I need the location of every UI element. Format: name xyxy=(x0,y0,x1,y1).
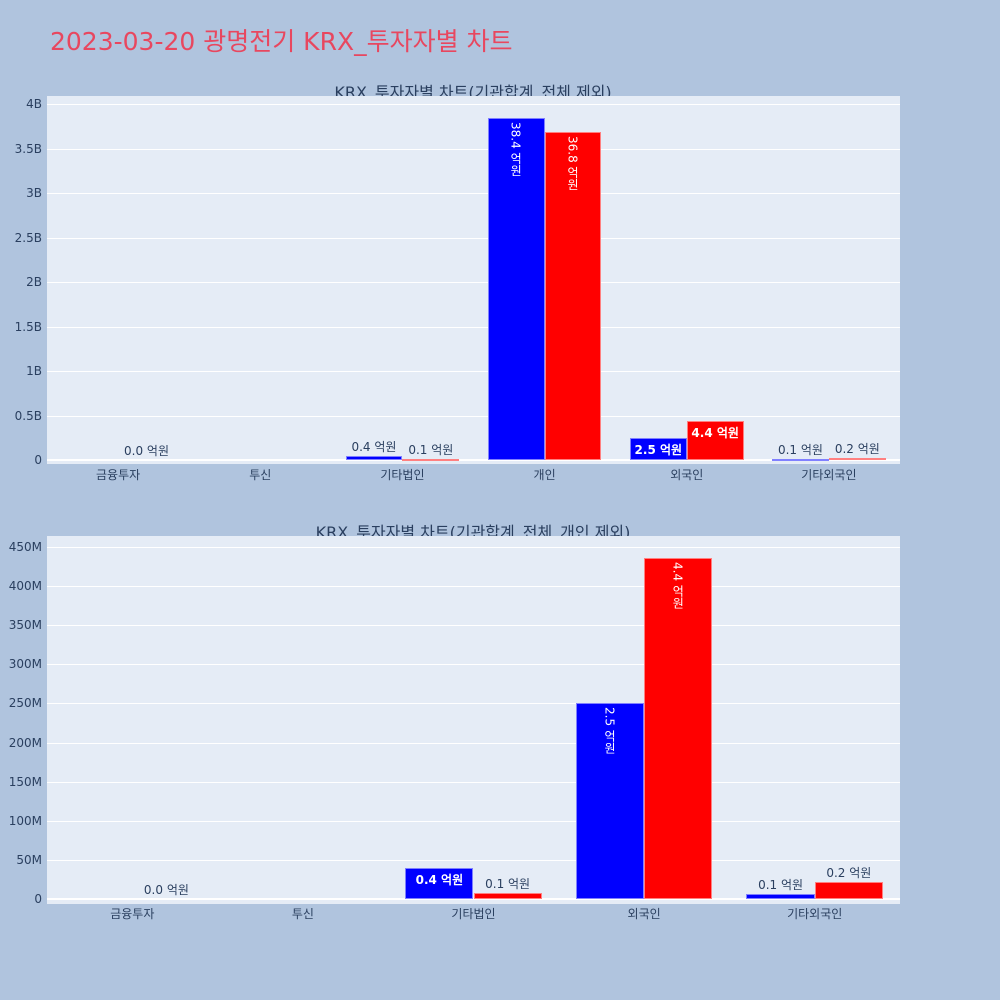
x-tick-label: 금융투자 xyxy=(95,468,141,482)
gridline xyxy=(47,415,900,417)
red-bar-개인[interactable] xyxy=(544,132,602,460)
chart2-plot-area[interactable]: 0.0 억원 0.4 억원 0.1 억원 2.5 억원 4.4 억원 0.1 억원 0.2 … xyxy=(47,536,900,904)
bar-value-label: 2.5 억원 xyxy=(602,707,617,755)
bar-value-label: 0.0 억원 xyxy=(143,883,189,897)
gridline xyxy=(47,371,900,372)
y-tick-label: 0.5B xyxy=(14,408,42,423)
blue-bar-외국인[interactable] xyxy=(575,703,645,899)
gridline xyxy=(47,459,900,461)
red-bar-외국인[interactable] xyxy=(686,420,744,460)
gridline xyxy=(47,148,900,150)
blue-bar-기타외국인[interactable] xyxy=(772,459,829,462)
y-tick-label: 3.5B xyxy=(14,141,42,156)
gridline xyxy=(47,193,900,194)
bar-value-label: 0.4 억원 xyxy=(351,440,397,455)
y-tick-label: 300M xyxy=(8,657,42,672)
x-tick-label: 개인 xyxy=(533,468,556,482)
x-tick-label: 외국인 xyxy=(627,907,661,921)
blue-bar-기타법인[interactable] xyxy=(345,456,403,460)
bar-value-label: 4.4 억원 xyxy=(691,425,739,440)
y-tick-label: 100M xyxy=(8,813,42,828)
y-tick-label: 150M xyxy=(8,774,42,789)
gridline xyxy=(47,586,900,588)
y-tick-label: 3B xyxy=(26,186,42,200)
y-tick-label: 4B xyxy=(26,97,42,111)
gridline xyxy=(47,703,900,705)
y-tick-label: 2B xyxy=(26,275,42,289)
gridline xyxy=(47,237,900,239)
gridline xyxy=(47,859,900,861)
gridline xyxy=(47,547,900,548)
red-bar-외국인[interactable] xyxy=(644,557,713,899)
y-tick-label: 350M xyxy=(8,618,42,633)
bar-value-label: 0.1 억원 xyxy=(758,877,804,892)
bar-value-label: 0.2 억원 xyxy=(834,442,880,457)
blue-bar-개인[interactable] xyxy=(487,118,545,460)
gridline xyxy=(47,625,900,627)
gridline xyxy=(47,104,900,105)
bar-value-label: 38.4 억원 xyxy=(508,122,523,177)
y-tick-label: 400M xyxy=(8,579,42,594)
bar-value-label: 0.0 억원 xyxy=(124,444,170,458)
y-tick-label: 1B xyxy=(26,364,42,378)
y-tick-label: 2.5B xyxy=(14,230,42,245)
x-tick-label: 투신 xyxy=(249,468,272,482)
gridline xyxy=(47,820,900,822)
bar-value-label: 36.8 억원 xyxy=(565,136,580,192)
gridline xyxy=(47,898,900,900)
bar-value-label: 0.1 억원 xyxy=(408,443,454,458)
y-tick-label: 0 xyxy=(34,892,42,906)
x-tick-label: 금융투자 xyxy=(110,907,155,921)
bar-value-label: 2.5 억원 xyxy=(634,442,683,457)
blue-bar-외국인[interactable] xyxy=(629,437,687,460)
red-bar-기타외국인[interactable] xyxy=(828,458,886,461)
x-tick-label: 기타법인 xyxy=(451,907,496,921)
x-tick-label: 기타외국인 xyxy=(787,907,843,921)
bar-value-label: 0.2 억원 xyxy=(826,865,872,880)
x-tick-label: 투신 xyxy=(291,907,314,921)
bar-value-label: 0.4 억원 xyxy=(415,872,464,887)
y-tick-label: 50M xyxy=(16,852,42,867)
y-tick-label: 0 xyxy=(34,453,42,467)
y-tick-label: 250M xyxy=(8,696,42,711)
gridline xyxy=(47,664,900,666)
bar-value-label: 4.4 억원 xyxy=(670,561,685,609)
gridline xyxy=(47,781,900,783)
page-title: 2023-03-20 광명전기 KRX_투자자별 차트 xyxy=(50,27,513,56)
y-tick-label: 200M xyxy=(8,735,42,750)
red-bar-기타법인[interactable] xyxy=(473,892,542,899)
gridline xyxy=(47,282,900,283)
x-tick-label: 기타법인 xyxy=(380,468,425,482)
bar-value-label: 0.1 억원 xyxy=(777,443,823,458)
gridline xyxy=(47,742,900,744)
red-bar-기타법인[interactable] xyxy=(402,459,460,462)
gridline xyxy=(47,326,900,328)
x-tick-label: 기타외국인 xyxy=(801,468,857,482)
blue-bar-기타법인[interactable] xyxy=(405,867,474,899)
bar-value-label: 0.1 억원 xyxy=(485,876,531,891)
y-tick-label: 1.5B xyxy=(14,319,42,334)
chart1-plot-area[interactable]: 0.0 억원 0.4 억원 0.1 억원 38.4 억원 36.8 억원 2.5 억원 4.… xyxy=(47,96,900,464)
red-bar-기타외국인[interactable] xyxy=(814,881,883,899)
y-tick-label: 450M xyxy=(8,540,42,554)
blue-bar-기타외국인[interactable] xyxy=(746,893,815,899)
x-tick-label: 외국인 xyxy=(670,468,704,482)
